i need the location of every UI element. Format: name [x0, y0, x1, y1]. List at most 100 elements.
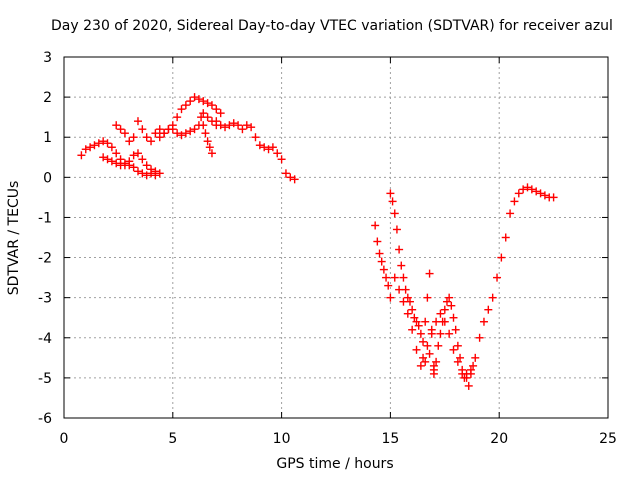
data-point [395, 285, 404, 294]
data-point [116, 125, 125, 134]
data-point [416, 361, 425, 370]
y-tick-label: 0 [43, 170, 52, 186]
data-point [212, 105, 221, 114]
data-point [434, 341, 443, 350]
data-point [449, 345, 458, 354]
data-point [221, 123, 230, 132]
data-point [540, 191, 549, 200]
data-point [425, 349, 434, 358]
data-point [375, 249, 384, 258]
data-point [212, 117, 221, 126]
data-point [173, 129, 182, 138]
data-point [138, 169, 147, 178]
data-point [103, 139, 112, 148]
data-point [199, 109, 208, 118]
data-point [403, 309, 412, 318]
data-point [260, 143, 269, 152]
axis-ticks: 0 5 10 15 20 25 -6 -5 -4 -3 -2 -1 0 1 2 3 [38, 50, 617, 447]
data-point [155, 169, 164, 178]
data-point [423, 293, 432, 302]
data-point [412, 317, 421, 326]
y-tick-label: -2 [38, 251, 52, 267]
data-point [371, 221, 380, 230]
y-tick-label: 3 [43, 50, 52, 66]
data-point [147, 137, 156, 146]
data-point [142, 171, 151, 180]
data-point [453, 357, 462, 366]
data-point [429, 369, 438, 378]
data-point [436, 329, 445, 338]
x-tick-label: 25 [599, 431, 617, 447]
data-point [229, 119, 238, 128]
data-point [390, 209, 399, 218]
data-point [436, 309, 445, 318]
data-point [86, 143, 95, 152]
data-point [445, 329, 454, 338]
data-point [273, 149, 282, 158]
data-point [501, 233, 510, 242]
data-point [399, 273, 408, 282]
data-point [469, 361, 478, 370]
data-point [423, 341, 432, 350]
data-point [479, 317, 488, 326]
data-point [451, 325, 460, 334]
data-point [142, 133, 151, 142]
data-point [514, 189, 523, 198]
data-point [142, 161, 151, 170]
data-point [216, 109, 225, 118]
data-point [475, 333, 484, 342]
x-axis-label: GPS time / hours [276, 456, 394, 472]
data-point [160, 129, 169, 138]
data-point [277, 155, 286, 164]
data-point [527, 185, 536, 194]
data-point [432, 357, 441, 366]
data-point [194, 95, 203, 104]
data-point [207, 101, 216, 110]
data-point [386, 293, 395, 302]
data-point [421, 317, 430, 326]
data-point [103, 155, 112, 164]
data-point [395, 245, 404, 254]
data-point [429, 361, 438, 370]
data-point [414, 321, 423, 330]
data-point [197, 113, 206, 122]
data-point [203, 137, 212, 146]
data-point [403, 293, 412, 302]
data-point [247, 123, 256, 132]
data-point [129, 163, 138, 172]
data-point [412, 345, 421, 354]
data-point [201, 129, 210, 138]
data-point [281, 169, 290, 178]
data-point [125, 157, 134, 166]
data-point [442, 297, 451, 306]
data-point [497, 253, 506, 262]
data-point [138, 125, 147, 134]
x-tick-label: 0 [60, 431, 69, 447]
data-point [384, 281, 393, 290]
data-point [129, 133, 138, 142]
data-point [99, 137, 108, 146]
data-point [399, 297, 408, 306]
data-point [471, 353, 480, 362]
data-point [112, 121, 121, 130]
data-point [427, 329, 436, 338]
data-point [466, 365, 475, 374]
x-tick-label: 5 [168, 431, 177, 447]
data-point [168, 125, 177, 134]
data-point [190, 93, 199, 102]
y-tick-label: -5 [38, 371, 52, 387]
data-point [549, 193, 558, 202]
data-point [440, 317, 449, 326]
data-point [112, 159, 121, 168]
data-point [186, 127, 195, 136]
data-point [408, 305, 417, 314]
data-point [440, 305, 449, 314]
data-point [408, 325, 417, 334]
data-point [177, 131, 186, 140]
data-point [382, 273, 391, 282]
data-point [242, 121, 251, 130]
data-point [264, 145, 273, 154]
data-point [464, 381, 473, 390]
data-point [419, 353, 428, 362]
data-point [421, 357, 430, 366]
